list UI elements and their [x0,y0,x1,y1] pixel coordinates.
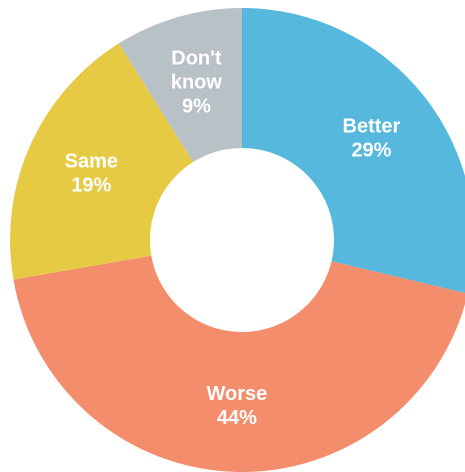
slice-category-label: Worse [206,383,267,405]
slice-label-worse: Worse 44% [206,383,267,429]
slice-value-label: 44% [217,407,257,429]
slice-category-label: Same [65,151,118,173]
slice-worse [13,240,465,472]
slice-label-same: Same 19% [65,151,118,197]
slice-category-label: Better [343,116,401,138]
labels-layer: Better 29% Worse 44% Same 19% Don't know 9% [65,47,401,428]
slice-value-label: 19% [71,175,111,197]
slice-label-don-t-know: Don't know 9% [171,47,223,117]
slice-category-label: Don't [171,47,222,69]
slice-label-better: Better 29% [343,116,401,162]
slice-value-label: 29% [351,140,391,162]
slice-value-label: 9% [182,95,211,117]
slice-category-label: know [171,71,223,93]
donut-hole [150,148,334,332]
